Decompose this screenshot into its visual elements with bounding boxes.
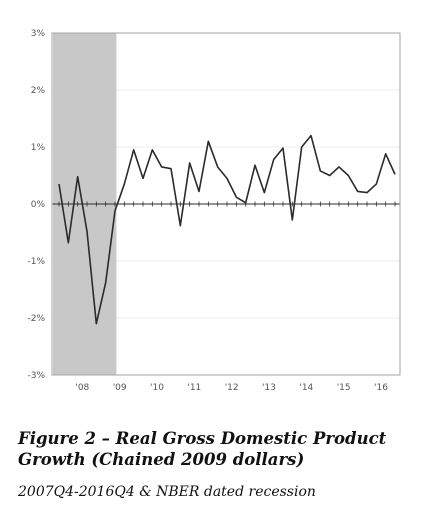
zero-axis xyxy=(52,201,400,207)
series-line-gdp-growth xyxy=(58,134,396,325)
x-tick-label: '15 xyxy=(337,383,351,393)
y-tick-label: 1% xyxy=(31,143,46,153)
y-tick-label: 2% xyxy=(31,86,46,96)
x-tick-label: '13 xyxy=(262,383,276,393)
y-axis-tick-labels: -3% -2% -1% 0% 1% 2% 3% xyxy=(27,29,45,381)
x-tick-label: '11 xyxy=(187,383,201,393)
y-tick-label: 0% xyxy=(31,200,46,210)
y-tick-label: -2% xyxy=(27,314,45,324)
x-axis-tick-labels: '08 '09 '10 '11 '12 '13 '14 '15 '16 xyxy=(75,383,388,393)
x-tick-label: '09 xyxy=(113,383,127,393)
x-tick-label: '10 xyxy=(150,383,164,393)
x-tick-label: '16 xyxy=(374,383,388,393)
gdp-growth-chart: -3%-2%-1%0%1%2%3% '08'09'10'11'12'13'14 '… xyxy=(27,29,401,393)
x-tick-label: '12 xyxy=(225,383,239,393)
x-tick-label: '08 xyxy=(75,383,89,393)
y-tick-label: 3% xyxy=(31,29,46,39)
y-tick-label: -1% xyxy=(27,257,45,267)
x-tick-label: '14 xyxy=(299,383,313,393)
plot-frame xyxy=(51,32,401,376)
figure-subtitle: 2007Q4-2016Q4 & NBER dated recession xyxy=(18,484,316,500)
y-tick-label: -3% xyxy=(27,371,45,381)
figure-title: Figure 2 – Real Gross Domestic Product G… xyxy=(18,429,387,469)
